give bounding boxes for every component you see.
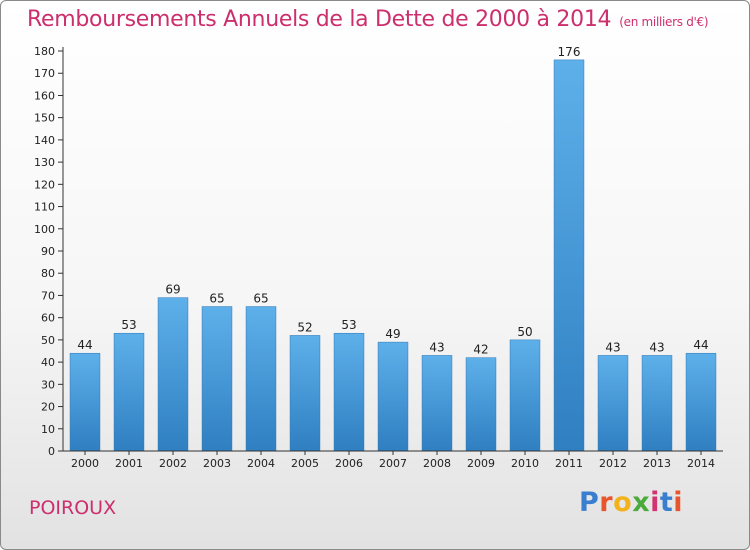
- value-label: 49: [385, 327, 400, 341]
- y-tick-label: 140: [34, 134, 55, 147]
- bar: [289, 335, 321, 452]
- x-tick-labels: 2000 2001 2002 2003 2004 2005 2006 2007 2008 2009…: [71, 457, 715, 470]
- y-tick-label: 160: [34, 89, 55, 102]
- y-tick-label: 60: [41, 312, 55, 325]
- x-tick-label: 2009: [467, 457, 495, 470]
- value-label: 52: [297, 320, 312, 334]
- logo-letter: r: [599, 487, 614, 518]
- bar: [201, 306, 233, 452]
- x-tick-label: 2004: [247, 457, 275, 470]
- y-tick-label: 20: [41, 401, 55, 414]
- x-tick-label: 2008: [423, 457, 451, 470]
- y-tick-label: 170: [34, 67, 55, 80]
- y-tick-label: 80: [41, 267, 55, 280]
- y-tick-label: 90: [41, 245, 55, 258]
- bar: [245, 306, 277, 452]
- logo-letter: x: [632, 487, 651, 518]
- chart-title-text: Remboursements Annuels de la Dette de 20…: [27, 7, 612, 32]
- chart-unit-label: (en milliers d'€): [619, 15, 709, 29]
- bar: [597, 355, 629, 452]
- value-labels: 44 53 69 65 65 52 53 49 43 42 50 176 43 43 44: [77, 45, 708, 357]
- y-tick-label: 130: [34, 156, 55, 169]
- value-label: 44: [693, 338, 708, 352]
- value-label: 53: [341, 318, 356, 332]
- axes: [62, 47, 723, 455]
- logo-letter: i: [650, 487, 660, 518]
- commune-name: POIROUX: [29, 497, 117, 519]
- bar: [553, 59, 585, 452]
- value-label: 65: [253, 292, 268, 306]
- value-label: 50: [517, 325, 532, 339]
- y-tick-label: 30: [41, 378, 55, 391]
- bars: [69, 59, 717, 452]
- y-tick-marks: [58, 50, 63, 452]
- logo-letter: i: [673, 487, 684, 518]
- bar: [465, 357, 497, 452]
- bar: [377, 341, 409, 452]
- bar: [641, 355, 673, 452]
- bar: [69, 352, 101, 452]
- value-label: 44: [77, 338, 92, 352]
- y-tick-labels: 0 10 20 30 40 50 60 70 80 90 100 110 120 130 140 150 160…: [34, 45, 55, 458]
- value-label: 43: [605, 340, 620, 354]
- x-tick-label: 2007: [379, 457, 407, 470]
- y-tick-label: 0: [48, 445, 55, 458]
- logo-letter: t: [659, 487, 674, 518]
- x-tick-label: 2000: [71, 457, 99, 470]
- value-label: 42: [473, 343, 488, 357]
- logo-letter: P: [579, 487, 600, 518]
- y-tick-label: 180: [34, 45, 55, 58]
- x-tick-label: 2013: [643, 457, 671, 470]
- y-tick-label: 50: [41, 334, 55, 347]
- x-tick-label: 2010: [511, 457, 539, 470]
- bar: [509, 339, 541, 452]
- bar: [113, 332, 145, 452]
- x-tick-label: 2003: [203, 457, 231, 470]
- chart-title: Remboursements Annuels de la Dette de 20…: [27, 7, 709, 32]
- y-tick-label: 10: [41, 423, 55, 436]
- x-tick-label: 2014: [687, 457, 715, 470]
- y-tick-label: 110: [34, 201, 55, 214]
- y-tick-label: 120: [34, 178, 55, 191]
- value-label: 65: [209, 292, 224, 306]
- x-tick-label: 2005: [291, 457, 319, 470]
- x-tick-label: 2002: [159, 457, 187, 470]
- bar: [685, 352, 717, 452]
- value-label: 43: [429, 340, 444, 354]
- y-tick-label: 70: [41, 289, 55, 302]
- y-tick-label: 100: [34, 223, 55, 236]
- proxiti-logo[interactable]: Proxiti: [579, 487, 683, 518]
- value-label: 53: [121, 318, 136, 332]
- y-tick-label: 40: [41, 356, 55, 369]
- bar: [157, 297, 189, 452]
- bar: [421, 355, 453, 452]
- value-label: 43: [649, 340, 664, 354]
- x-tick-label: 2006: [335, 457, 363, 470]
- y-tick-label: 150: [34, 112, 55, 125]
- x-tick-label: 2001: [115, 457, 143, 470]
- x-tick-label: 2012: [599, 457, 627, 470]
- x-tick-label: 2011: [555, 457, 583, 470]
- value-label: 176: [558, 45, 581, 59]
- value-label: 69: [165, 283, 180, 297]
- bar: [333, 332, 365, 452]
- logo-letter: o: [613, 487, 633, 518]
